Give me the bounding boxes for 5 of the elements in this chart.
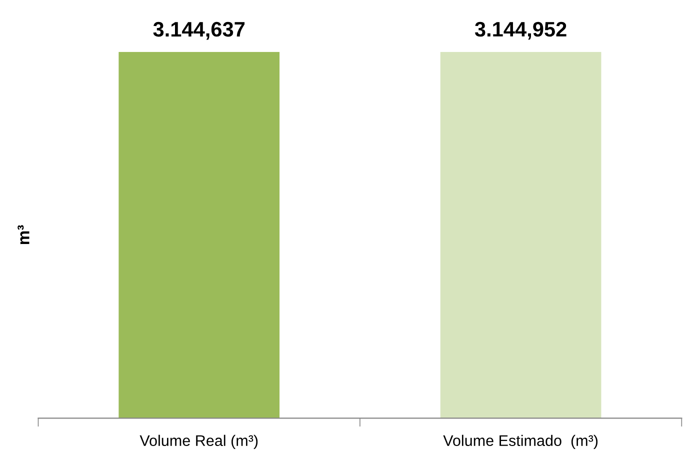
data-label: 3.144,637 [153, 22, 245, 40]
x-tick-label: Volume Estimado (m³) [443, 434, 598, 450]
x-tick-label: Volume Real (m³) [140, 434, 258, 450]
y-axis-title: m³ [18, 225, 30, 244]
data-label: 3.144,952 [474, 22, 566, 40]
